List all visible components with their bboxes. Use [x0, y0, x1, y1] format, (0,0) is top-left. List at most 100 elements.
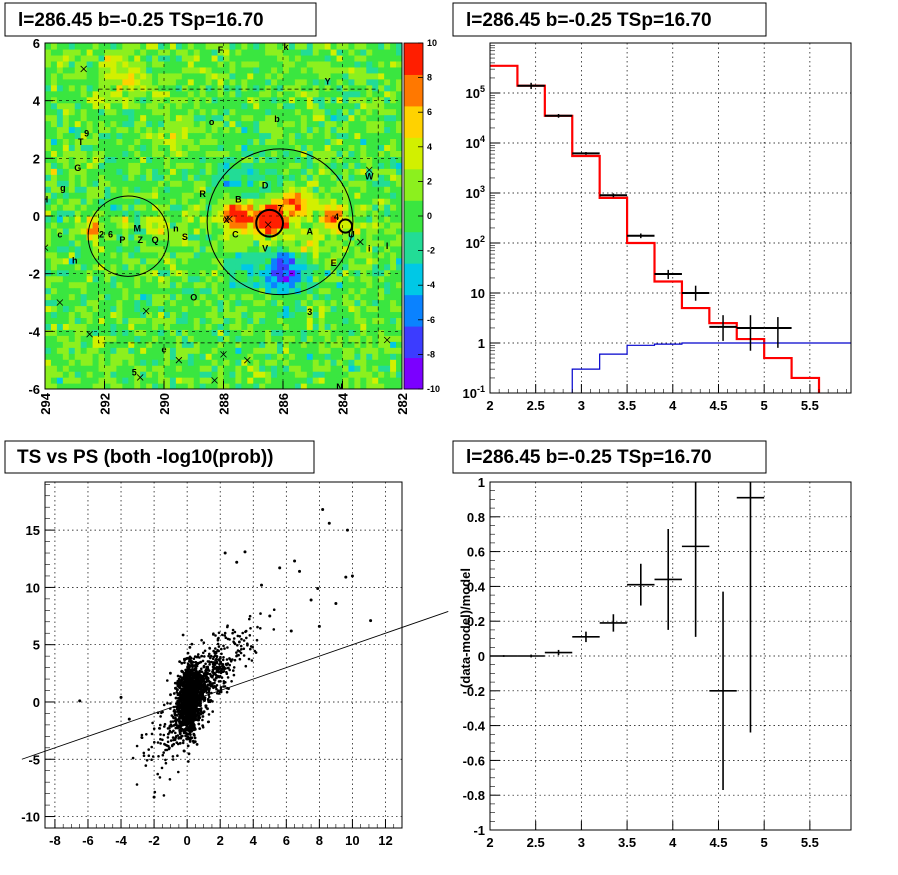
heatmap-cell — [294, 311, 302, 319]
heatmap-cell — [354, 108, 361, 116]
heatmap-cell — [384, 245, 391, 253]
heatmap-cell — [265, 168, 272, 175]
heatmap-cell — [259, 269, 266, 277]
heatmap-cell — [169, 233, 177, 241]
heatmap-cell — [348, 132, 355, 140]
heatmap-cell — [199, 168, 207, 175]
heatmap-cell — [181, 251, 189, 259]
heatmap-cell — [110, 186, 117, 193]
heatmap-cell — [360, 287, 367, 295]
source-label: R — [199, 189, 206, 199]
heatmap-cell — [50, 359, 58, 366]
heatmap-cell — [128, 251, 135, 259]
heatmap-cell — [318, 156, 326, 163]
heatmap-cell — [134, 335, 141, 342]
heatmap-cell — [396, 239, 402, 247]
heatmap-cell — [229, 78, 236, 86]
source-cross — [264, 221, 272, 228]
heatmap-cell — [152, 377, 159, 384]
scatter-point — [172, 692, 176, 695]
heatmap-cell — [294, 371, 302, 378]
source-cross — [56, 299, 64, 306]
heatmap-cell — [80, 156, 88, 163]
heatmap-cell — [300, 269, 308, 277]
heatmap-cell — [92, 96, 100, 104]
heatmap-cell — [324, 54, 332, 62]
heatmap-cell — [259, 245, 266, 253]
heatmap-cell — [164, 60, 171, 68]
heatmap-cell — [152, 263, 159, 271]
heatmap-cell — [45, 43, 52, 50]
heatmap-cell — [217, 233, 225, 241]
heatmap-cell — [193, 353, 201, 360]
heatmap-cell — [56, 269, 64, 277]
heatmap-cell — [247, 162, 254, 169]
heatmap-cell — [318, 78, 326, 86]
heatmap-cell — [354, 48, 361, 56]
heatmap-cell — [152, 233, 159, 241]
heatmap-cell — [122, 162, 129, 169]
heatmap-cell — [300, 293, 308, 301]
heatmap-cell — [152, 126, 159, 134]
heatmap-cell — [56, 168, 64, 175]
heatmap-cell — [187, 263, 195, 271]
heatmap-cell — [271, 233, 278, 241]
heatmap-cell — [122, 108, 129, 116]
heatmap-cell — [110, 72, 117, 80]
heatmap-cell — [169, 108, 177, 116]
heatmap-cell — [187, 293, 195, 301]
heatmap-cell — [152, 281, 159, 289]
heatmap-cell — [336, 341, 344, 348]
heatmap-cell — [384, 275, 391, 283]
heatmap-cell — [169, 90, 177, 98]
scatter-point — [179, 690, 182, 694]
heatmap-cell — [68, 132, 76, 140]
heatmap-cell — [146, 120, 153, 128]
heatmap-cell — [312, 353, 320, 360]
heatmap-cell — [152, 305, 159, 313]
heatmap-cell — [247, 150, 254, 157]
heatmap-cell — [205, 299, 213, 307]
heatmap-cell — [277, 204, 284, 211]
heatmap-cell — [253, 293, 260, 301]
heatmap-cell — [396, 60, 402, 68]
heatmap-cell — [318, 227, 326, 235]
heatmap-cell — [241, 329, 248, 336]
heatmap-cell — [86, 281, 94, 289]
heatmap-cell — [128, 90, 135, 98]
heatmap-cell — [98, 120, 106, 128]
heatmap-cell — [175, 245, 183, 253]
heatmap-cell — [211, 138, 219, 146]
heatmap-cell — [366, 365, 373, 372]
heatmap-cell — [235, 90, 242, 98]
heatmap-cell — [312, 245, 320, 253]
heatmap-cell — [312, 221, 320, 229]
heatmap-cell — [158, 245, 165, 253]
heatmap-cell — [384, 102, 391, 110]
heatmap-cell — [116, 204, 123, 211]
heatmap-cell — [205, 84, 213, 92]
source-cross — [86, 330, 93, 338]
heatmap-cell — [259, 204, 266, 211]
heatmap-cell — [223, 383, 231, 389]
heatmap-cell — [62, 126, 70, 134]
source-label: 7 — [278, 203, 283, 213]
heatmap-cell — [116, 281, 123, 289]
heatmap-cell — [253, 66, 260, 74]
heatmap-cell — [74, 281, 82, 289]
heatmap-cell — [217, 192, 225, 199]
heatmap-cell — [110, 377, 117, 384]
heatmap-cell — [104, 269, 112, 277]
heatmap-cell — [366, 383, 373, 389]
heatmap-cell — [110, 54, 117, 62]
heatmap-cell — [253, 251, 260, 259]
heatmap-cell — [116, 156, 123, 163]
heatmap-cell — [318, 323, 326, 330]
heatmap-cell — [348, 192, 355, 199]
heatmap-cell — [336, 251, 344, 259]
heatmap-cell — [223, 174, 231, 181]
heatmap-cell — [158, 126, 165, 134]
heatmap-cell — [235, 239, 242, 247]
heatmap-cell — [229, 329, 236, 336]
